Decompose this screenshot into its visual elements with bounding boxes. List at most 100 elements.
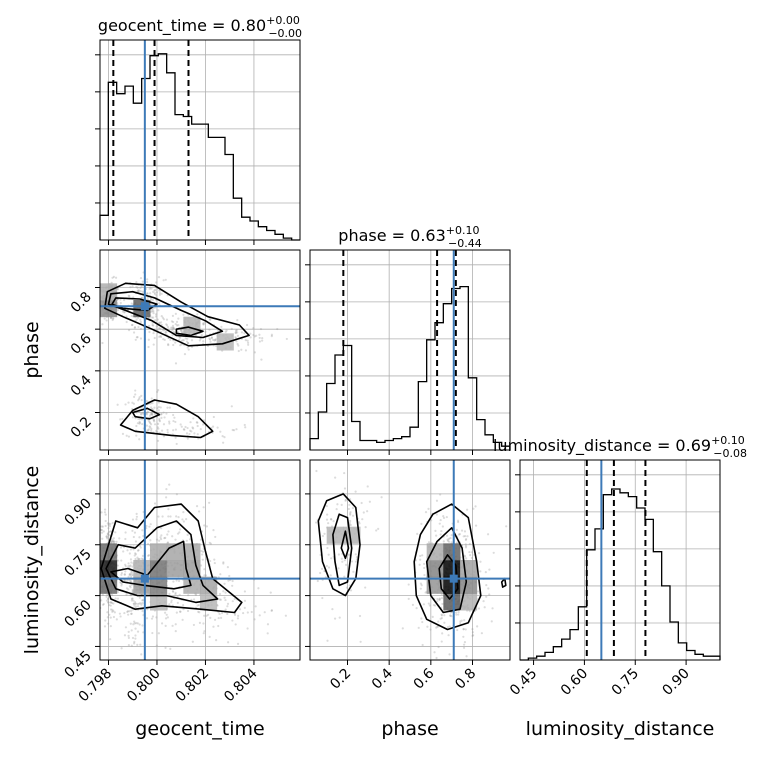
- y-tick-label: 0.6: [68, 331, 95, 358]
- sample-point: [140, 399, 143, 402]
- sample-point: [357, 520, 360, 524]
- sample-point: [431, 615, 434, 618]
- sample-point: [140, 418, 144, 421]
- sample-point: [135, 336, 138, 339]
- sample-point: [253, 335, 256, 338]
- sample-point: [235, 428, 238, 431]
- sample-point: [243, 599, 247, 602]
- sample-point: [121, 417, 124, 421]
- sample-point: [203, 614, 206, 617]
- panel-phase-luminosity_distance: [310, 460, 510, 660]
- axes-frame-2-0: [99, 459, 301, 661]
- sample-point: [202, 419, 206, 422]
- sample-point: [136, 643, 139, 646]
- sample-point: [212, 415, 215, 419]
- sample-point: [422, 603, 425, 606]
- sample-point: [126, 549, 129, 552]
- sample-point: [174, 341, 177, 344]
- x-axis-label-geocent_time: geocent_time: [135, 718, 264, 740]
- sample-point: [113, 611, 116, 614]
- sample-point: [130, 323, 134, 327]
- sample-point: [258, 340, 262, 343]
- sample-point: [152, 331, 155, 335]
- sample-point: [151, 307, 155, 310]
- sample-point: [156, 439, 160, 442]
- sample-point: [130, 302, 133, 305]
- sample-point: [430, 519, 433, 522]
- sample-point: [149, 412, 152, 415]
- sample-point: [208, 337, 211, 340]
- sample-point: [228, 574, 231, 578]
- sample-point: [182, 339, 185, 342]
- sample-point: [440, 613, 443, 616]
- sample-point: [156, 426, 159, 429]
- sample-point: [151, 310, 154, 313]
- sample-point: [182, 608, 185, 611]
- sample-point: [174, 538, 177, 541]
- sample-point: [128, 552, 131, 555]
- sample-point: [137, 290, 140, 293]
- sample-point: [155, 291, 159, 294]
- sample-point: [106, 597, 110, 600]
- sample-point: [462, 646, 466, 649]
- sample-point: [344, 499, 347, 502]
- sample-point: [209, 318, 212, 321]
- sample-point: [336, 503, 339, 506]
- sample-point: [331, 608, 334, 611]
- sample-point: [179, 528, 182, 531]
- sample-point: [250, 610, 253, 614]
- sample-point: [446, 539, 450, 542]
- sample-point: [186, 337, 189, 340]
- sample-point: [359, 640, 362, 643]
- sample-point: [172, 580, 175, 583]
- sample-point: [179, 336, 182, 339]
- sample-point: [101, 323, 104, 326]
- axes-frame-1-1: [309, 249, 511, 451]
- sample-point: [202, 322, 205, 325]
- sample-point: [147, 345, 150, 349]
- histogram-geocent_time: [99, 53, 300, 241]
- sample-point: [361, 518, 364, 521]
- sample-point: [411, 603, 415, 606]
- sample-point: [448, 625, 451, 628]
- sample-point: [140, 296, 144, 300]
- sample-point: [474, 505, 477, 508]
- sample-point: [186, 609, 190, 613]
- sample-point: [158, 293, 162, 296]
- sample-point: [202, 550, 205, 553]
- sample-point: [165, 487, 168, 491]
- sample-point: [174, 312, 177, 315]
- sample-point: [218, 592, 222, 596]
- sample-point: [151, 411, 154, 414]
- sample-point: [172, 327, 175, 330]
- sample-point: [224, 591, 227, 594]
- sample-point: [470, 556, 473, 560]
- sample-point: [175, 324, 179, 327]
- sample-point: [175, 320, 179, 323]
- sample-point: [110, 316, 113, 320]
- sample-point: [458, 533, 461, 536]
- sample-point: [249, 332, 252, 335]
- contour: [110, 540, 192, 590]
- sample-point: [266, 632, 269, 635]
- sample-point: [138, 418, 141, 421]
- sample-point: [185, 539, 188, 542]
- sample-point: [162, 338, 165, 341]
- sample-point: [243, 332, 246, 335]
- sample-point: [204, 330, 207, 333]
- sample-point: [236, 617, 240, 620]
- sample-point: [146, 278, 149, 281]
- sample-point: [223, 436, 226, 439]
- sample-point: [133, 554, 136, 557]
- sample-point: [142, 534, 145, 538]
- sample-point: [101, 537, 104, 540]
- sample-point: [153, 423, 157, 426]
- sample-point: [160, 314, 163, 318]
- sample-point: [141, 599, 144, 602]
- sample-point: [205, 614, 208, 617]
- sample-point: [468, 542, 471, 546]
- sample-point: [139, 643, 142, 646]
- contour: [332, 513, 353, 587]
- sample-point: [115, 618, 118, 621]
- sample-point: [462, 627, 465, 631]
